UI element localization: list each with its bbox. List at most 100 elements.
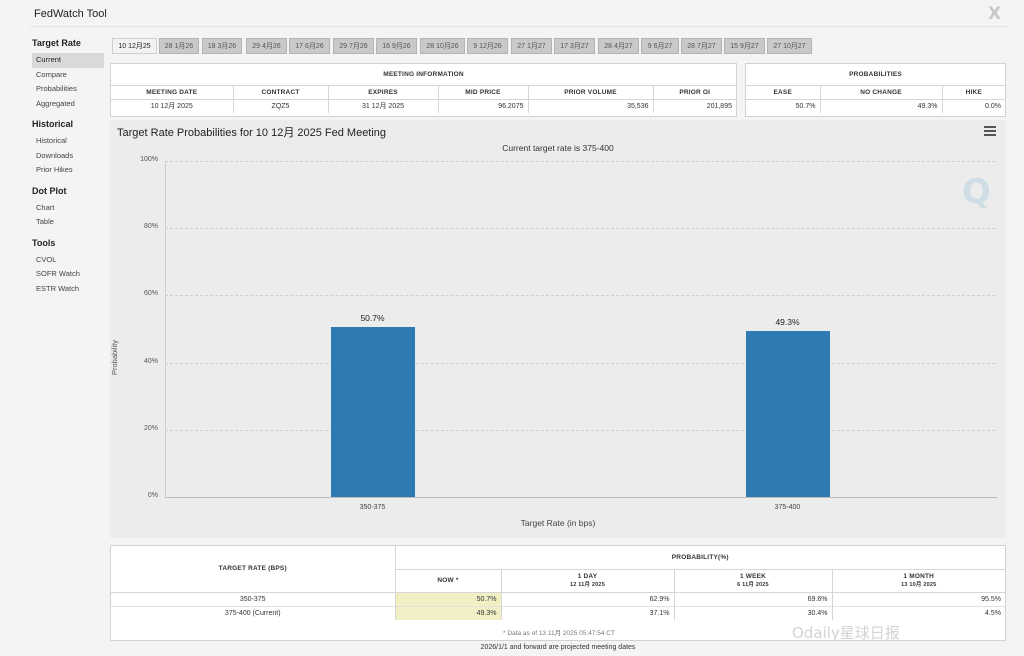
sidebar-item-table[interactable]: Table xyxy=(36,217,54,226)
sidebar-group-dot-plot: Dot Plot Chart Table xyxy=(32,186,104,230)
target-rate-header: TARGET RATE (BPS) xyxy=(111,546,396,593)
column-header: HIKE xyxy=(942,86,1005,100)
month-cell: 95.5% xyxy=(832,591,1005,606)
no-change-cell: 49.3% xyxy=(820,99,943,113)
column-header: PRIOR VOLUME xyxy=(528,86,654,100)
tab-meeting[interactable]: 27 10月27 xyxy=(767,38,812,54)
tab-meeting[interactable]: 29 4月26 xyxy=(246,38,287,54)
watermark: Odaily星球日报 xyxy=(792,624,900,642)
table-row: 50.7% 49.3% 0.0% xyxy=(746,99,1005,113)
month-column-header: 1 MONTH 13 10月 2025 xyxy=(832,569,1005,593)
y-tick-label: 80% xyxy=(143,223,158,231)
tab-meeting[interactable]: 16 9月26 xyxy=(376,38,417,54)
title-bar: FedWatch Tool X xyxy=(0,0,1024,28)
chart-title: Target Rate Probabilities for 10 12月 202… xyxy=(117,127,387,139)
bar-375-400[interactable] xyxy=(745,331,830,497)
x-axis-line xyxy=(165,497,997,498)
meeting-info-table: MEETING DATE CONTRACT EXPIRES MID PRICE … xyxy=(111,86,736,113)
probabilities-heading: PROBABILITIES xyxy=(746,64,1005,86)
projected-dates-note: 2026/1/1 and forward are projected meeti… xyxy=(480,644,636,651)
sidebar-group-historical: Historical Historical Downloads Prior Hi… xyxy=(32,119,104,178)
probability-group-header: PROBABILITY(%) xyxy=(395,546,1005,570)
meeting-info-heading: MEETING INFORMATION xyxy=(111,64,736,86)
gridline xyxy=(165,362,995,364)
sidebar-item-current[interactable]: Current xyxy=(32,53,104,68)
target-rate-cell: 350-375 xyxy=(111,591,396,606)
sidebar-item-estr-watch[interactable]: ESTR Watch xyxy=(36,283,80,293)
table-row: 375-400 (Current) 49.3% 37.1% 30.4% 4.5% xyxy=(111,605,1005,620)
gridline xyxy=(165,228,995,230)
gridline xyxy=(165,295,995,297)
close-icon[interactable]: X xyxy=(988,4,1002,24)
x-tick-label: 375-400 xyxy=(774,504,801,511)
column-header: NO CHANGE xyxy=(820,86,943,100)
tab-meeting[interactable]: 17 3月27 xyxy=(554,38,595,54)
probability-chart: Target Rate Probabilities for 10 12月 202… xyxy=(110,120,1006,538)
week-cell: 30.4% xyxy=(674,605,833,620)
tab-meeting[interactable]: 9 12月26 xyxy=(467,38,508,54)
column-header: PRIOR OI xyxy=(653,86,736,100)
day-cell: 62.9% xyxy=(501,591,675,606)
gridline xyxy=(165,429,995,431)
sidebar-item-compare[interactable]: Compare xyxy=(36,69,67,79)
meeting-date-cell: 10 12月 2025 xyxy=(111,99,234,113)
column-header: EXPIRES xyxy=(328,86,439,100)
prior-volume-cell: 35,536 xyxy=(528,99,654,113)
app-title: FedWatch Tool xyxy=(34,8,107,20)
sidebar-section-title: Dot Plot xyxy=(32,185,67,196)
table-row: 10 12月 2025 ZQZ5 31 12月 2025 96.2075 35,… xyxy=(111,99,736,113)
sidebar-section-title: Historical xyxy=(32,119,74,129)
tab-meeting[interactable]: 28 7月27 xyxy=(681,38,722,54)
column-header: EASE xyxy=(746,86,821,100)
probability-history-table: TARGET RATE (BPS) PROBABILITY(%) NOW * 1… xyxy=(111,546,1005,620)
sidebar-item-historical[interactable]: Historical xyxy=(36,136,67,145)
sidebar-group-tools: Tools CVOL SOFR Watch ESTR Watch xyxy=(32,238,104,297)
sidebar-item-chart[interactable]: Chart xyxy=(36,202,55,212)
bar-350-375[interactable] xyxy=(330,326,415,497)
tab-meeting[interactable]: 18 3月26 xyxy=(202,38,242,54)
tab-meeting[interactable]: 17 6月26 xyxy=(289,38,330,54)
y-tick-label: 0% xyxy=(147,492,158,499)
sidebar-group-target-rate: Target Rate Current Compare Probabilitie… xyxy=(32,38,104,111)
meeting-tabs: 10 12月25 28 1月26 18 3月26 29 4月26 17 6月26… xyxy=(112,38,1012,54)
sidebar-section-title: Target Rate xyxy=(32,38,81,48)
y-tick-label: 100% xyxy=(140,156,158,163)
bar-data-label: 49.3% xyxy=(775,317,800,328)
table-row: 350-375 50.7% 62.9% 69.6% 95.5% xyxy=(111,591,1005,606)
week-column-header: 1 WEEK 6 11月 2025 xyxy=(674,569,833,593)
y-tick-label: 20% xyxy=(143,424,158,432)
ease-cell: 50.7% xyxy=(746,99,821,113)
column-header: MID PRICE xyxy=(438,86,529,100)
sidebar-item-downloads[interactable]: Downloads xyxy=(36,150,74,160)
sidebar-item-cvol[interactable]: CVOL xyxy=(36,254,57,264)
day-cell: 37.1% xyxy=(501,605,675,620)
column-header: CONTRACT xyxy=(233,86,329,100)
mid-price-cell: 96.2075 xyxy=(438,99,529,113)
data-timestamp-note: * Data as of 13 11月 2025 05:47:54 CT xyxy=(503,630,615,637)
tab-meeting[interactable]: 28 1月26 xyxy=(159,38,199,54)
sidebar: Target Rate Current Compare Probabilitie… xyxy=(32,38,104,304)
tab-meeting[interactable]: 29 7月26 xyxy=(333,38,374,54)
sidebar-item-aggregated[interactable]: Aggregated xyxy=(36,98,75,108)
y-tick-label: 40% xyxy=(143,357,158,365)
month-cell: 4.5% xyxy=(832,605,1005,620)
menu-icon[interactable] xyxy=(984,126,996,138)
tab-meeting[interactable]: 28 4月27 xyxy=(598,38,639,54)
sidebar-item-sofr-watch[interactable]: SOFR Watch xyxy=(36,269,80,278)
hike-cell: 0.0% xyxy=(985,102,1001,110)
tab-meeting[interactable]: 10 12月25 xyxy=(112,38,157,54)
table-header-row: TARGET RATE (BPS) PROBABILITY(%) xyxy=(111,546,1005,593)
quikstrike-logo-icon: Q xyxy=(962,172,991,212)
tab-meeting[interactable]: 28 10月26 xyxy=(420,38,465,54)
table-header-row: MEETING DATE CONTRACT EXPIRES MID PRICE … xyxy=(111,86,736,100)
now-column-header: NOW * xyxy=(395,569,502,593)
x-tick-label: 350-375 xyxy=(359,504,386,511)
sidebar-item-probabilities[interactable]: Probabilities xyxy=(36,84,77,93)
tab-meeting[interactable]: 9 6月27 xyxy=(641,38,679,54)
tab-meeting[interactable]: 27 1月27 xyxy=(511,38,552,54)
tab-meeting[interactable]: 15 9月27 xyxy=(724,38,765,54)
target-rate-cell: 375-400 (Current) xyxy=(111,605,396,620)
bar-data-label: 50.7% xyxy=(360,312,385,323)
sidebar-item-prior-hikes[interactable]: Prior Hikes xyxy=(36,165,73,174)
expires-cell: 31 12月 2025 xyxy=(328,99,439,113)
